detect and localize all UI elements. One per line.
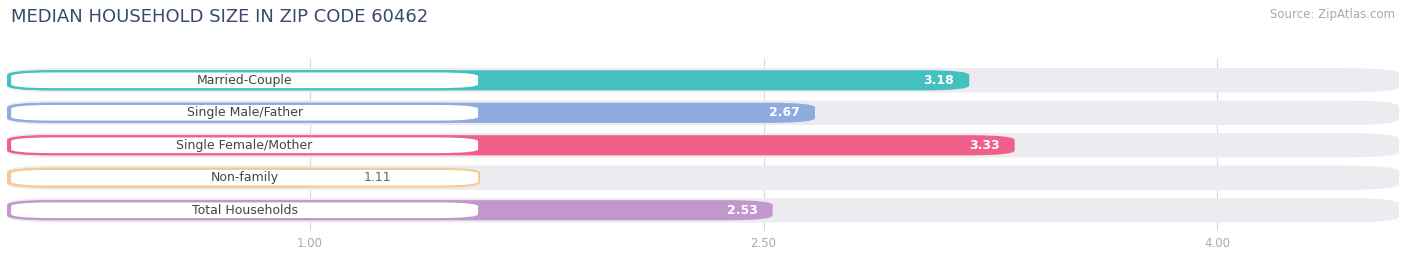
- FancyBboxPatch shape: [7, 168, 343, 188]
- Text: Total Households: Total Households: [191, 204, 298, 217]
- FancyBboxPatch shape: [7, 103, 815, 123]
- Text: Single Female/Mother: Single Female/Mother: [176, 139, 312, 152]
- Text: MEDIAN HOUSEHOLD SIZE IN ZIP CODE 60462: MEDIAN HOUSEHOLD SIZE IN ZIP CODE 60462: [11, 8, 429, 26]
- FancyBboxPatch shape: [7, 200, 773, 220]
- FancyBboxPatch shape: [7, 101, 1399, 125]
- FancyBboxPatch shape: [7, 70, 969, 90]
- FancyBboxPatch shape: [10, 201, 479, 219]
- Text: Non-family: Non-family: [211, 171, 278, 184]
- FancyBboxPatch shape: [7, 133, 1399, 157]
- Text: 3.33: 3.33: [969, 139, 1000, 152]
- Text: 3.18: 3.18: [924, 74, 955, 87]
- Text: 2.67: 2.67: [769, 106, 800, 119]
- FancyBboxPatch shape: [7, 198, 1399, 222]
- FancyBboxPatch shape: [7, 68, 1399, 93]
- Text: Married-Couple: Married-Couple: [197, 74, 292, 87]
- Text: 1.11: 1.11: [364, 171, 392, 184]
- FancyBboxPatch shape: [10, 136, 479, 154]
- FancyBboxPatch shape: [7, 135, 1015, 155]
- Text: Source: ZipAtlas.com: Source: ZipAtlas.com: [1270, 8, 1395, 21]
- FancyBboxPatch shape: [7, 165, 1399, 190]
- Text: 2.53: 2.53: [727, 204, 758, 217]
- FancyBboxPatch shape: [10, 169, 479, 187]
- FancyBboxPatch shape: [10, 72, 479, 89]
- Text: Single Male/Father: Single Male/Father: [187, 106, 302, 119]
- FancyBboxPatch shape: [10, 104, 479, 122]
